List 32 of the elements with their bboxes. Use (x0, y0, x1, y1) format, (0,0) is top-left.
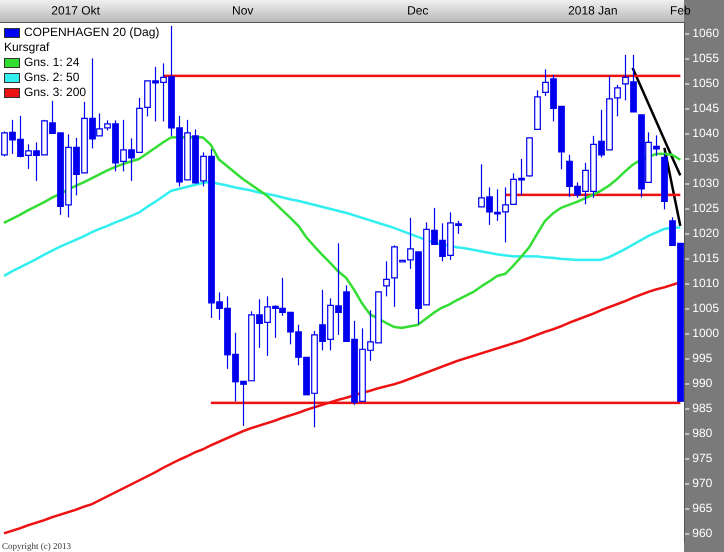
y-tick-label: 975 (692, 451, 713, 466)
y-tick-label: 1010 (692, 276, 720, 290)
y-tick-label: 1005 (692, 301, 720, 316)
y-tick-label: 990 (692, 376, 713, 390)
legend-label: Gns. 3: 200 (23, 85, 88, 100)
x-tick-label: Feb (670, 4, 691, 18)
x-tick-label: Dec (407, 4, 428, 18)
y-tick-label: 980 (692, 426, 713, 440)
y-tick-label: 1050 (692, 76, 720, 90)
y-tick-label: 1025 (692, 201, 720, 216)
y-tick-label: 1035 (692, 151, 720, 166)
x-tick-label: 2017 Okt (51, 4, 101, 18)
legend-label: COPENHAGEN 20 (Dag) (23, 25, 160, 40)
x-tick-label: 2018 Jan (568, 4, 618, 18)
legend-title: Kursgraf (4, 40, 50, 56)
y-tick-label: 960 (692, 526, 713, 540)
y-tick-label: 1055 (692, 51, 720, 66)
y-tick-label: 1045 (692, 101, 720, 116)
legend-label: Gns. 2: 50 (23, 70, 80, 86)
y-tick-label: 1020 (692, 226, 720, 240)
y-tick-label: 985 (692, 401, 713, 416)
y-tick-label: 1000 (692, 326, 720, 340)
y-tick-label: 1015 (692, 251, 720, 266)
y-tick-label: 1060 (692, 26, 720, 40)
y-tick-label: 965 (692, 501, 713, 516)
annotation: Copyright (c) 2013 (2, 541, 71, 551)
y-tick-label: 970 (692, 476, 713, 490)
legend-label: Gns. 1: 24 (23, 55, 80, 70)
y-tick-label: 1040 (692, 126, 720, 140)
x-tick-label: Nov (232, 4, 254, 18)
y-tick-label: 1030 (692, 176, 720, 190)
y-tick-label: 995 (692, 351, 713, 366)
